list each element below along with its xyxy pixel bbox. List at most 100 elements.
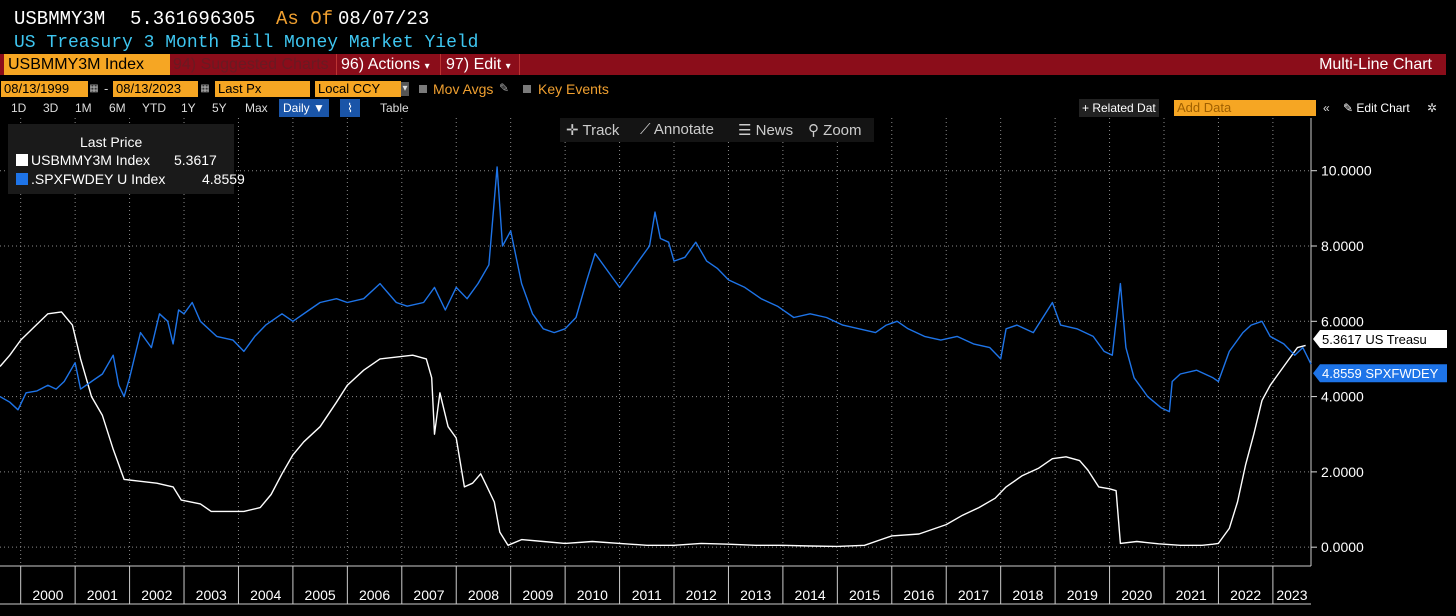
gear-icon[interactable]: ✲ [1427, 101, 1438, 115]
chart-toolbar: ✛ Track ⟋ Annotate ☰ News ⚲ Zoom [560, 118, 874, 142]
controls-row: 08/13/1999 ▦ - 08/13/2023 ▦ Last Px Loca… [0, 80, 1456, 98]
actions-label: 96) Actions [341, 56, 421, 73]
x-tick-label: 2020 [1121, 587, 1152, 603]
x-tick-label: 2017 [958, 587, 989, 603]
frequency-label: Daily [283, 101, 310, 115]
calendar-icon[interactable]: ▦ [89, 83, 99, 94]
actions-menu[interactable]: 96) Actions ▾ [341, 54, 430, 75]
x-tick-label: 2014 [795, 587, 826, 603]
zoom-tool[interactable]: ⚲ Zoom [808, 121, 862, 139]
edit-chart-button[interactable]: ✎ Edit Chart [1343, 99, 1410, 117]
ticker-field[interactable]: USBMMY3M Index [4, 54, 170, 75]
legend-title: Last Price [80, 134, 143, 150]
header-asof-date: 08/07/23 [338, 8, 430, 30]
x-tick-label: 2002 [141, 587, 172, 603]
x-tick-label: 2016 [903, 587, 934, 603]
x-tick-label: 2009 [522, 587, 553, 603]
legend-series-name: .SPXFWDEY U Index [31, 171, 166, 187]
command-bar: USBMMY3M Index 94) Suggested Charts 96) … [0, 54, 1446, 75]
calendar-icon[interactable]: ▦ [200, 83, 210, 94]
legend-item: .SPXFWDEY U Index 4.8559 [16, 171, 245, 187]
range-5y[interactable]: 5Y [212, 101, 227, 115]
mov-avgs-label: Mov Avgs [433, 81, 494, 97]
track-tool[interactable]: ✛ Track [566, 121, 619, 139]
series-end-label: 4.8559 SPXFWDEY [1313, 364, 1447, 383]
y-tick-label: 2.0000 [1321, 464, 1364, 480]
related-data-button[interactable]: + Related Dat [1079, 99, 1159, 117]
pencil-icon[interactable]: ✎ [499, 81, 510, 95]
x-tick-label: 2000 [32, 587, 63, 603]
y-tick-label: 8.0000 [1321, 238, 1364, 254]
x-tick-label: 2013 [740, 587, 771, 603]
add-data-input[interactable]: Add Data [1174, 100, 1316, 116]
key-events-label: Key Events [538, 81, 609, 97]
y-tick-label: 6.0000 [1321, 313, 1364, 329]
legend-series-value: 5.3617 [174, 152, 217, 168]
chevron-down-icon[interactable]: ▾ [401, 82, 409, 96]
series-line-spxfwdey [0, 166, 1312, 413]
currency-select[interactable]: Local CCY [315, 81, 401, 97]
header-asof-label: As Of [276, 8, 334, 30]
line-chart-icon[interactable]: ⌇ [340, 99, 360, 117]
x-tick-label: 2006 [359, 587, 390, 603]
magnifier-icon: ⚲ [808, 122, 819, 139]
edit-menu[interactable]: 97) Edit ▾ [446, 54, 511, 75]
price-field-select[interactable]: Last Px [215, 81, 310, 97]
end-label-text: 5.3617 US Treasu [1322, 332, 1427, 347]
start-date-field[interactable]: 08/13/1999 [1, 81, 88, 97]
x-tick-label: 2001 [87, 587, 118, 603]
end-date-field[interactable]: 08/13/2023 [113, 81, 198, 97]
key-events-checkbox[interactable] [523, 85, 531, 93]
zoom-label: Zoom [823, 122, 862, 139]
x-tick-label: 2015 [849, 587, 880, 603]
x-tick-label: 2012 [686, 587, 717, 603]
legend-swatch [16, 154, 28, 166]
collapse-icon[interactable]: « [1323, 101, 1330, 115]
legend-swatch [16, 173, 28, 185]
legend-series-name: USBMMY3M Index [31, 152, 151, 168]
range-max[interactable]: Max [245, 101, 268, 115]
x-tick-label: 2003 [196, 587, 227, 603]
news-icon: ☰ [738, 122, 752, 139]
news-tool[interactable]: ☰ News [738, 121, 793, 139]
mov-avgs-checkbox[interactable] [419, 85, 427, 93]
suggested-charts-menu[interactable]: 94) Suggested Charts [173, 56, 329, 73]
range-6m[interactable]: 6M [109, 101, 126, 115]
legend: Last Price USBMMY3M Index 5.3617 .SPXFWD… [8, 124, 245, 194]
x-tick-label: 2022 [1230, 587, 1261, 603]
header-ticker: USBMMY3M [14, 8, 106, 30]
annotate-tool[interactable]: ⟋ Annotate [640, 121, 714, 138]
range-1m[interactable]: 1M [75, 101, 92, 115]
x-tick-label: 2011 [632, 587, 662, 603]
x-tick-label: 2007 [413, 587, 444, 603]
table-button[interactable]: Table [380, 101, 409, 115]
x-tick-label: 2019 [1067, 587, 1098, 603]
divider [336, 54, 337, 75]
pencil-icon: ✎ [1343, 101, 1354, 115]
divider [440, 54, 441, 75]
timeframe-bar: 1D 3D 1M 6M YTD 1Y 5Y Max Daily ▼ ⌇ Tabl… [0, 99, 1456, 117]
track-label: Track [582, 122, 620, 139]
annotate-icon: ⟋ [640, 121, 651, 138]
x-tick-label: 2023 [1276, 587, 1307, 603]
divider [519, 54, 520, 75]
chevron-down-icon: ▾ [505, 61, 511, 72]
legend-series-value: 4.8559 [202, 171, 245, 187]
x-tick-label: 2018 [1012, 587, 1043, 603]
annotate-label: Annotate [653, 121, 714, 138]
chevron-down-icon: ▾ [424, 61, 430, 72]
caret-down-icon: ▼ [313, 101, 325, 115]
edit-label: 97) Edit [446, 56, 502, 73]
range-3d[interactable]: 3D [43, 101, 59, 115]
legend-item: USBMMY3M Index 5.3617 [16, 152, 217, 168]
news-label: News [755, 122, 794, 139]
end-label-text: 4.8559 SPXFWDEY [1322, 366, 1439, 381]
range-ytd[interactable]: YTD [142, 101, 166, 115]
range-1d[interactable]: 1D [11, 101, 27, 115]
range-1y[interactable]: 1Y [181, 101, 196, 115]
y-tick-label: 0.0000 [1321, 539, 1364, 555]
frequency-select[interactable]: Daily ▼ [279, 99, 329, 117]
end-label-box [1313, 364, 1447, 383]
edit-chart-label: Edit Chart [1356, 101, 1410, 115]
